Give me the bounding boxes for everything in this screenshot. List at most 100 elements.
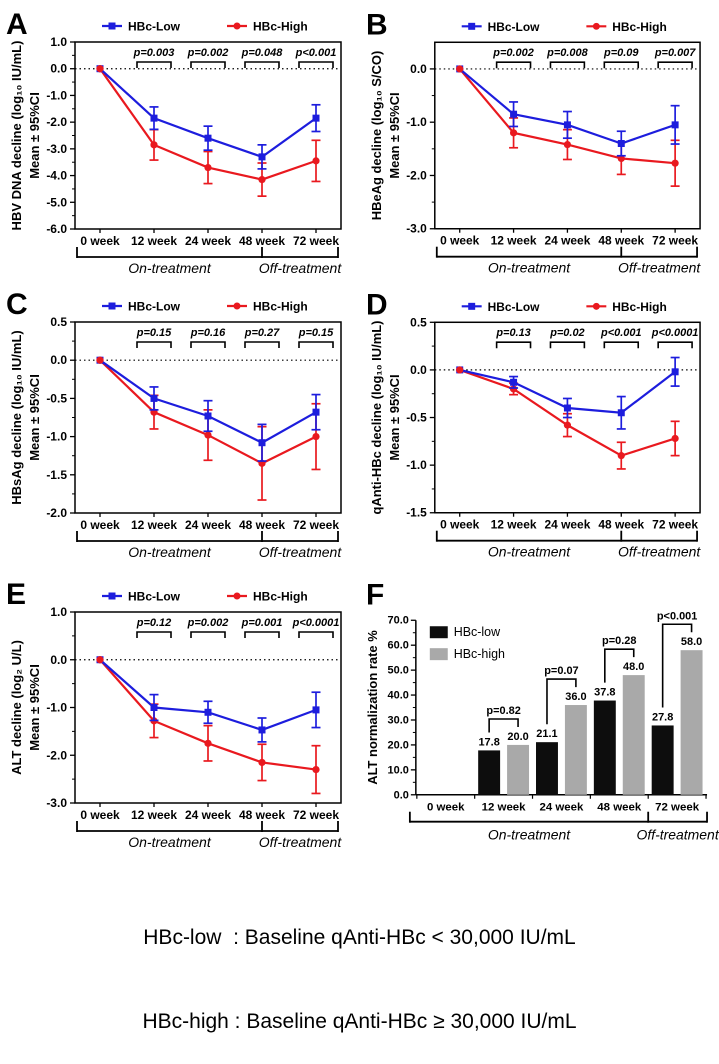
hbc-high-marker [312,765,320,774]
p-bracket [495,61,532,69]
y-tick-label: 0.0 [394,789,409,801]
caption-hbc-high-definition: HBc-high : Baseline qAnti-HBc ≥ 30,000 I… [142,1010,577,1033]
y-tick-label: -1.0 [46,430,67,444]
hbc-low-marker [258,439,266,447]
hbc-high-marker [563,140,572,149]
legend-low-marker [108,592,116,600]
panel-letter: B [366,8,388,41]
x-tick-label: 48 week [239,808,285,822]
p-bracket [603,61,640,69]
legend-low-marker [108,22,116,30]
p-value-label: p=0.28 [602,635,636,647]
x-tick-label: 12 week [491,234,537,248]
legend-high-marker [592,22,600,30]
x-tick-label: 24 week [185,518,231,532]
p-bracket [244,61,280,68]
y-axis-title: HBsAg decline (log₁₀ IU/mL) [9,330,24,504]
legend-low-swatch [429,626,448,639]
hbc-low-marker [617,409,625,417]
y-axis-title: ALT decline (log₂ U/L) [9,640,24,775]
on-treatment-label: On-treatment [488,827,571,843]
hbc-low-marker [204,412,212,420]
y-tick-label: 50.0 [388,665,409,677]
legend-low-label: HBc-Low [128,590,181,604]
p-bracket [298,631,334,638]
p-value-label: p<0.0001 [292,617,340,629]
x-tick-label: 24 week [544,518,590,532]
bar-hbc-low [593,700,616,795]
y-tick-label: -1.0 [46,701,67,715]
p-bracket [549,61,586,69]
p-bracket [495,341,532,349]
hbc-low-marker [258,153,266,161]
y-axis-subtitle: Mean ± 95%CI [27,374,42,461]
figure-caption: HBc-low : Baseline qAnti-HBc < 30,000 IU… [0,860,719,1064]
legend-high-swatch [429,648,448,661]
y-tick-label: 20.0 [388,739,409,751]
p-bracket [661,623,693,708]
baseline-marker [96,356,104,364]
y-tick-label: -2.0 [46,506,67,520]
hbc-low-marker [671,121,679,129]
hbc-high-marker [671,159,679,167]
p-value-label: p=0.02 [549,327,584,339]
y-tick-label: 0.0 [50,353,67,367]
x-tick-label: 48 week [598,518,644,532]
y-tick-label: 1.0 [50,605,67,619]
p-value-label: p=0.27 [244,327,280,339]
y-tick-label: -4.0 [46,169,67,183]
x-tick-label: 12 week [491,518,537,532]
bar-value-label: 37.8 [594,687,615,699]
off-treatment-label: Off-treatment [259,834,343,850]
y-tick-label: -2.0 [46,115,67,129]
on-treatment-label: On-treatment [488,260,571,276]
x-tick-label: 48 week [239,234,285,248]
baseline-marker [96,656,104,664]
on-treatment-label: On-treatment [128,260,212,276]
p-bracket [298,61,334,68]
bar-hbc-high [680,650,703,795]
p-value-label: p<0.001 [600,327,642,339]
p-value-label: p<0.0001 [651,327,699,339]
y-tick-label: 10.0 [388,764,409,776]
p-bracket [190,61,226,68]
hbc-low-marker [671,368,679,376]
y-axis-subtitle: Mean ± 95%CI [27,92,42,179]
bar-value-label: 36.0 [565,691,586,703]
hbc-low-marker [150,394,158,402]
y-tick-label: -1.5 [406,506,427,520]
x-tick-label: 12 week [131,808,177,822]
y-tick-label: -2.0 [46,748,67,762]
hbc-high-marker [258,175,266,184]
panel-d-slot: D HBc-Low HBc-High qAnti-HBc decline (log₁₀… [360,280,719,570]
bar-value-label: 58.0 [681,636,702,648]
legend-low-label: HBc-low [454,625,501,639]
p-value-label: p=0.007 [654,47,696,59]
hbc-low-marker [563,121,571,129]
legend-high-label: HBc-High [253,20,308,34]
bar-hbc-high [564,705,587,795]
y-tick-label: -0.5 [46,391,67,405]
hbc-low-marker [563,404,571,412]
panel-a-chart: A HBc-Low HBc-High HBV DNA decline (log₁₀ I… [6,8,342,276]
p-bracket [657,341,693,349]
panel-letter: E [6,578,26,611]
bar-value-label: 20.0 [507,731,528,743]
p-value-label: p<0.001 [295,47,337,59]
baseline-marker [96,65,104,73]
hbc-high-marker [671,434,679,443]
baseline-marker [456,366,464,374]
panel-a-slot: A HBc-Low HBc-High HBV DNA decline (log₁₀ I… [0,0,360,280]
bar-hbc-low [536,742,558,795]
hbc-low-marker [312,114,320,122]
hbc-low-marker [204,708,212,716]
y-tick-label: 1.0 [50,35,67,49]
hbc-low-marker [150,114,158,122]
p-bracket [244,631,280,638]
p-bracket [546,678,577,725]
x-tick-label: 0 week [80,518,120,532]
y-axis-subtitle: Mean ± 95%CI [387,374,402,460]
on-treatment-label: On-treatment [488,544,571,560]
y-tick-label: 0.0 [410,363,427,377]
x-tick-label: 12 week [131,518,177,532]
